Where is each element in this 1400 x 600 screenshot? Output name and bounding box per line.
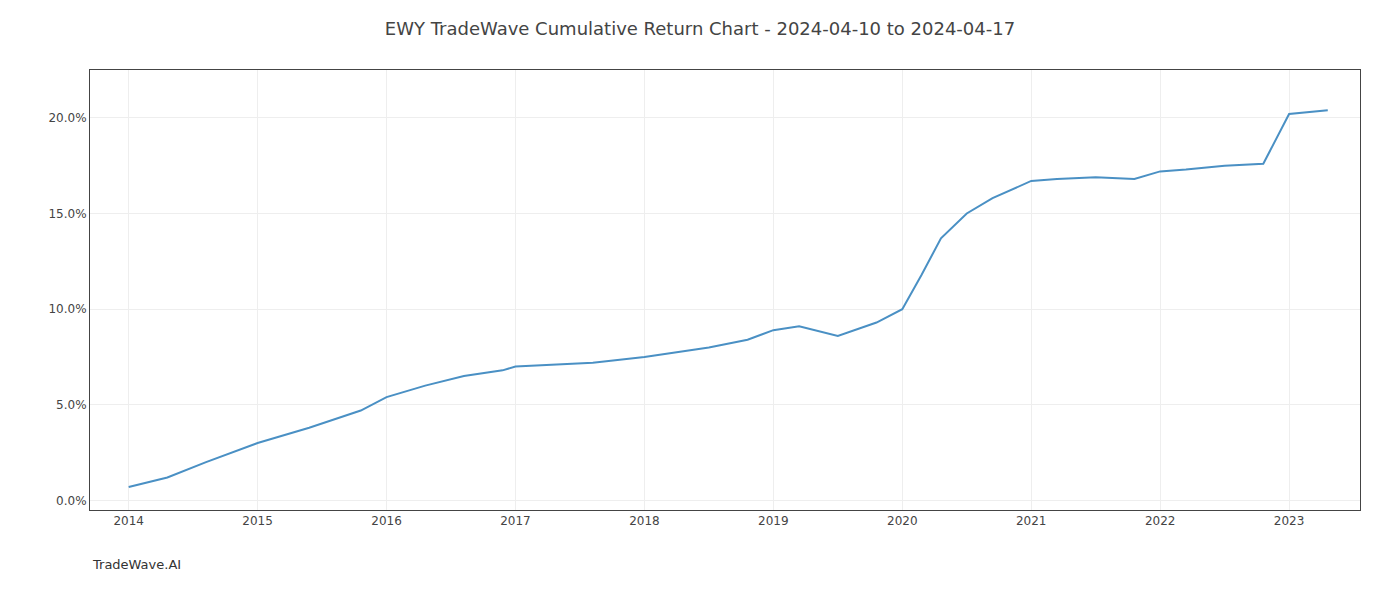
svg-text:2014: 2014 [113,514,144,528]
svg-text:2017: 2017 [500,514,531,528]
svg-text:10.0%: 10.0% [48,302,86,316]
svg-text:EWY TradeWave Cumulative Retur: EWY TradeWave Cumulative Return Chart - … [385,18,1015,39]
svg-text:0.0%: 0.0% [56,494,87,508]
svg-text:2016: 2016 [371,514,402,528]
svg-text:2018: 2018 [629,514,660,528]
svg-text:20.0%: 20.0% [48,111,86,125]
svg-text:2022: 2022 [1145,514,1176,528]
svg-text:2015: 2015 [242,514,273,528]
svg-text:5.0%: 5.0% [56,398,87,412]
svg-text:TradeWave.AI: TradeWave.AI [92,557,181,572]
svg-text:2019: 2019 [758,514,789,528]
svg-text:2020: 2020 [887,514,918,528]
svg-text:2023: 2023 [1274,514,1305,528]
svg-text:15.0%: 15.0% [48,207,86,221]
svg-text:2021: 2021 [1016,514,1047,528]
